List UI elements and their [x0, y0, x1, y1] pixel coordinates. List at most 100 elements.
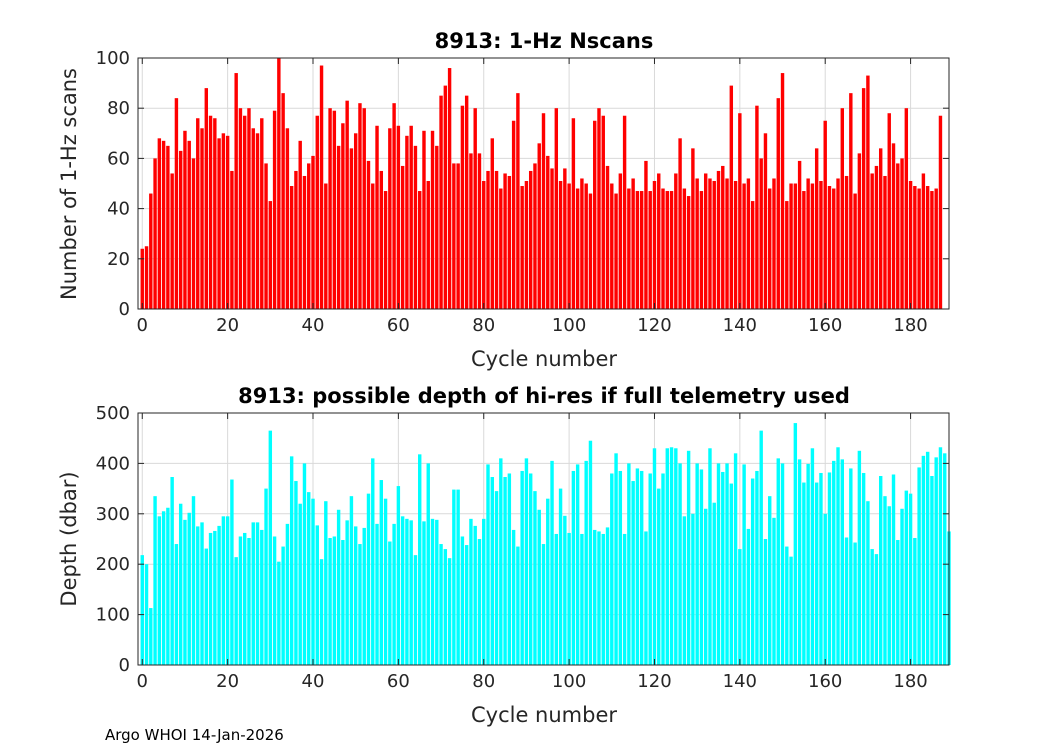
bar: [887, 506, 891, 665]
bar: [499, 188, 503, 309]
bar: [708, 178, 712, 309]
bar: [866, 501, 870, 665]
x-axis-label: Cycle number: [471, 347, 617, 371]
bar: [264, 163, 268, 309]
y-tick-label: 100: [96, 605, 130, 626]
bar: [486, 170, 490, 309]
bar: [896, 540, 900, 665]
bar: [597, 108, 601, 309]
bar: [930, 191, 934, 309]
bar: [802, 191, 806, 309]
bar: [435, 519, 439, 665]
bar: [469, 518, 473, 665]
bar: [349, 496, 354, 665]
bar: [307, 492, 311, 665]
bar: [908, 180, 913, 309]
bar: [674, 448, 678, 665]
bar: [187, 140, 191, 309]
bar: [161, 140, 166, 309]
bar: [712, 502, 716, 665]
bar: [593, 120, 597, 309]
bar: [537, 509, 541, 665]
bar: [315, 525, 319, 665]
bar: [733, 453, 738, 665]
bar: [776, 98, 780, 309]
bar: [264, 488, 268, 665]
bar: [887, 113, 891, 309]
bar: [644, 531, 648, 665]
bar: [345, 100, 349, 309]
bar: [793, 423, 798, 665]
bar: [716, 463, 721, 665]
bar: [550, 168, 554, 309]
bar: [225, 135, 230, 309]
bar: [806, 463, 810, 665]
bar: [332, 110, 337, 310]
bar: [546, 498, 550, 665]
bar: [567, 532, 571, 665]
bar: [405, 135, 409, 309]
bar: [639, 191, 644, 309]
bar: [925, 451, 930, 665]
bar: [866, 75, 870, 309]
bar: [827, 186, 832, 309]
bar: [874, 554, 879, 665]
bar: [196, 526, 200, 665]
y-tick-label: 200: [96, 554, 130, 575]
x-tick-label: 0: [137, 315, 148, 336]
bar: [332, 536, 337, 665]
bar: [686, 196, 691, 309]
bar: [388, 541, 392, 665]
bar: [789, 183, 793, 309]
bar: [618, 173, 623, 309]
x-tick-label: 20: [216, 671, 239, 692]
bar: [149, 608, 153, 665]
bar: [870, 173, 874, 309]
bar: [738, 549, 742, 665]
bar: [516, 93, 520, 309]
bar: [750, 201, 755, 309]
bar: [482, 518, 486, 665]
bar: [362, 527, 366, 665]
bar: [507, 473, 512, 665]
bar: [597, 531, 601, 665]
bar: [520, 186, 524, 309]
bar: [324, 501, 328, 665]
bar: [695, 178, 699, 309]
bar: [908, 493, 913, 665]
axes-box: [137, 412, 950, 666]
bar: [682, 516, 687, 665]
bar: [499, 458, 503, 665]
bar: [567, 183, 571, 309]
bar: [844, 537, 849, 665]
bar: [217, 138, 221, 309]
bar: [644, 160, 648, 309]
bar: [861, 88, 866, 310]
bar: [648, 191, 652, 309]
bar: [166, 145, 170, 309]
x-tick-label: 0: [137, 671, 148, 692]
bar: [814, 148, 819, 309]
y-axis-label: Number of 1-Hz scans: [57, 68, 81, 300]
chart-title: 8913: possible depth of hi-res if full t…: [238, 384, 850, 408]
bar: [520, 470, 524, 665]
bar: [204, 88, 209, 310]
bar: [678, 138, 682, 309]
bar: [157, 516, 162, 665]
bar: [379, 480, 384, 665]
bar: [200, 128, 204, 309]
bar: [823, 120, 827, 309]
bar: [418, 191, 422, 309]
bar: [810, 183, 815, 309]
bar: [213, 530, 217, 665]
bar: [353, 133, 358, 309]
bar: [627, 463, 631, 665]
bar: [588, 440, 593, 665]
bar: [255, 522, 260, 665]
bar: [661, 473, 665, 665]
bar: [759, 430, 763, 665]
bar: [388, 128, 392, 309]
bar: [797, 459, 802, 665]
bar: [447, 68, 452, 309]
bar: [405, 518, 409, 665]
